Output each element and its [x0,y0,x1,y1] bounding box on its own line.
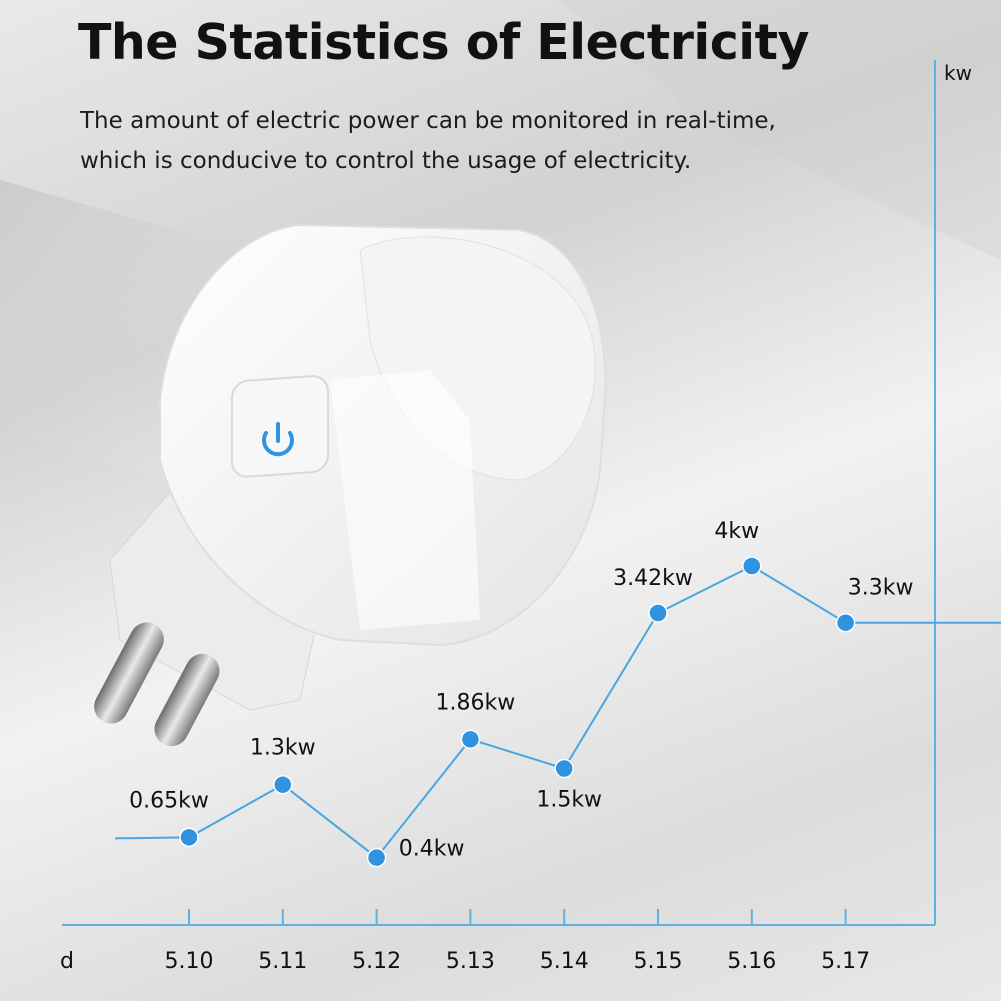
data-point [460,729,481,750]
data-label: 1.86kw [436,690,516,715]
x-tick-label: 5.16 [727,949,776,974]
data-point [835,612,856,633]
x-axis-label: d [60,949,74,974]
data-point [648,603,668,623]
data-label: 1.5kw [536,788,602,813]
x-tick-label: 5.11 [258,949,307,974]
y-axis-label: kw [944,61,972,85]
x-tick-label: 5.10 [165,949,214,974]
data-label: 0.4kw [399,837,465,862]
series-line [188,564,847,859]
page-title: The Statistics of Electricity [78,14,809,71]
data-point [273,774,293,795]
power-button [231,375,329,478]
data-point [742,556,762,576]
series-lead-line [114,836,190,840]
data-label: 0.65kw [129,788,209,813]
plug-pins [94,622,220,747]
x-tick-label: 5.12 [352,949,401,974]
data-label: 1.3kw [250,736,316,761]
x-tick-label: 5.13 [446,949,495,974]
data-point [554,758,574,779]
x-tick-label: 5.17 [821,949,870,974]
subtitle-line-2: which is conducive to control the usage … [80,148,692,174]
subtitle-line-1: The amount of electric power can be moni… [80,108,776,134]
power-icon [262,431,294,457]
data-label: 3.42kw [613,566,693,591]
data-label: 4kw [714,519,759,544]
data-point [366,847,387,868]
data-point [179,827,199,848]
data-label: 3.3kw [848,576,914,601]
x-tick-label: 5.15 [634,949,683,974]
plug-body [159,223,607,647]
x-tick-label: 5.14 [540,949,589,974]
